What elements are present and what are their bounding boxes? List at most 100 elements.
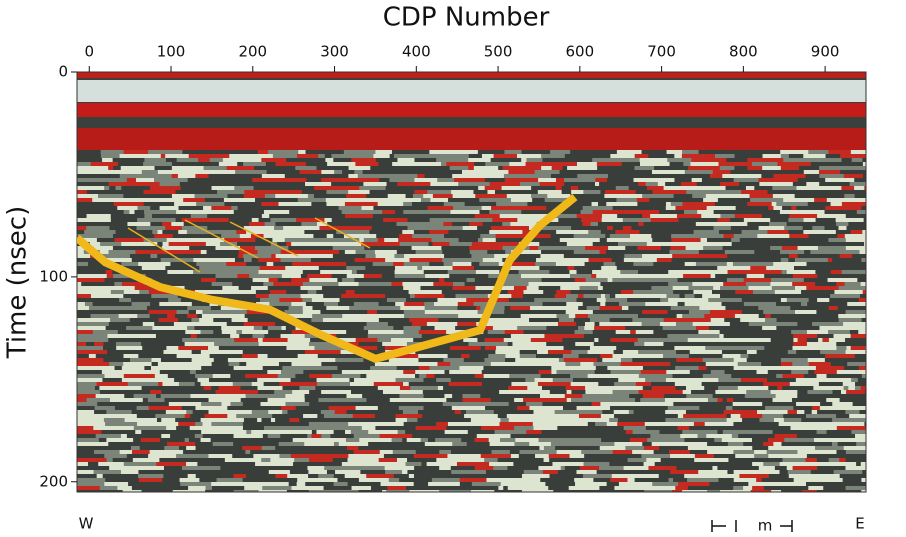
texture: [402, 214, 423, 219]
texture: [346, 274, 365, 279]
texture: [408, 474, 415, 479]
texture: [614, 486, 644, 491]
texture: [262, 434, 269, 439]
texture: [731, 382, 748, 387]
texture: [271, 334, 282, 339]
texture: [732, 402, 764, 407]
texture: [600, 190, 606, 195]
texture: [147, 398, 157, 403]
texture: [268, 410, 284, 415]
texture: [206, 170, 237, 175]
texture: [802, 226, 814, 231]
texture: [310, 214, 346, 219]
texture: [626, 434, 642, 439]
texture: [117, 330, 132, 335]
texture: [645, 178, 669, 183]
texture: [757, 330, 793, 335]
texture: [856, 466, 866, 471]
texture: [642, 386, 653, 391]
texture: [659, 446, 689, 451]
texture: [452, 194, 477, 199]
texture: [665, 202, 672, 207]
texture: [312, 370, 343, 375]
texture: [446, 398, 464, 403]
texture: [320, 270, 353, 275]
texture: [135, 378, 163, 383]
texture: [860, 294, 866, 299]
texture: [651, 382, 676, 387]
texture: [313, 194, 348, 199]
texture: [284, 310, 304, 315]
texture: [806, 330, 830, 335]
texture: [331, 274, 348, 279]
texture: [637, 202, 667, 207]
texture: [488, 438, 502, 443]
texture: [507, 486, 516, 491]
texture: [395, 418, 408, 423]
texture: [415, 450, 441, 455]
texture: [606, 202, 639, 207]
texture: [810, 250, 830, 255]
texture: [609, 318, 634, 323]
texture: [449, 370, 483, 375]
texture: [176, 426, 191, 431]
texture: [177, 362, 186, 367]
texture: [843, 322, 853, 327]
texture: [621, 306, 630, 311]
texture: [462, 426, 483, 431]
texture: [226, 266, 261, 271]
texture: [77, 322, 110, 327]
texture: [497, 458, 516, 463]
texture: [556, 478, 576, 483]
texture: [194, 194, 229, 199]
texture: [413, 454, 449, 459]
texture: [597, 358, 604, 363]
texture: [803, 218, 817, 223]
texture: [768, 322, 799, 327]
texture: [255, 198, 267, 203]
texture: [509, 162, 527, 167]
texture: [239, 174, 263, 179]
texture: [453, 206, 483, 211]
texture: [96, 382, 129, 387]
texture: [327, 238, 361, 243]
texture: [569, 250, 575, 255]
texture: [354, 290, 376, 295]
texture: [328, 242, 339, 247]
texture: [338, 438, 347, 443]
texture: [700, 370, 712, 375]
texture: [773, 262, 808, 267]
texture: [193, 258, 219, 263]
texture: [624, 470, 642, 475]
texture: [702, 358, 735, 363]
texture: [187, 306, 212, 311]
texture: [675, 206, 708, 211]
texture: [420, 326, 436, 331]
texture: [603, 166, 636, 171]
texture: [616, 198, 638, 203]
texture: [823, 266, 839, 271]
texture: [369, 230, 404, 235]
texture: [378, 246, 413, 251]
texture: [267, 370, 282, 375]
texture: [403, 310, 426, 315]
texture: [684, 330, 700, 335]
texture: [255, 410, 270, 415]
texture: [242, 478, 276, 483]
texture: [721, 302, 745, 307]
texture: [77, 310, 105, 315]
texture: [270, 218, 298, 223]
texture: [184, 366, 203, 371]
texture: [762, 154, 782, 159]
texture: [648, 254, 674, 259]
texture: [506, 194, 533, 199]
texture: [612, 170, 636, 175]
texture: [480, 334, 490, 339]
texture: [776, 302, 802, 307]
texture: [503, 338, 532, 343]
texture: [644, 422, 664, 427]
texture: [394, 270, 425, 275]
texture: [419, 154, 448, 159]
texture: [510, 434, 545, 439]
texture: [380, 306, 402, 311]
